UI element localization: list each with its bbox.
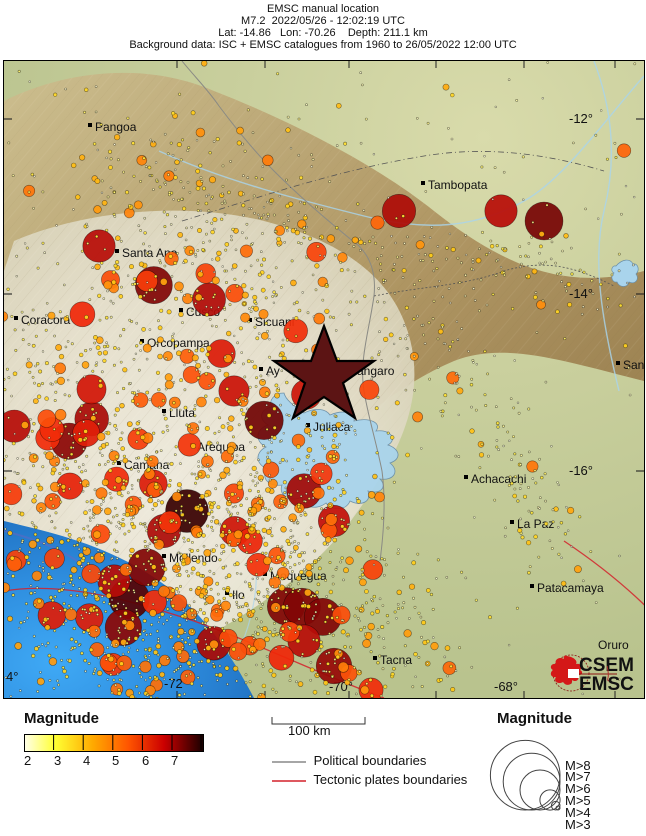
- svg-text:Pangoa: Pangoa: [95, 120, 137, 134]
- svg-text:Juliaca: Juliaca: [313, 420, 351, 434]
- svg-text:-16°: -16°: [569, 463, 593, 478]
- svg-text:La Paz: La Paz: [517, 517, 554, 531]
- svg-text:Tacna: Tacna: [380, 653, 412, 667]
- svg-text:San: San: [623, 358, 644, 372]
- svg-text:Tambopata: Tambopata: [428, 178, 488, 192]
- svg-text:Oruro: Oruro: [598, 638, 629, 652]
- svg-text:4°: 4°: [6, 669, 18, 684]
- svg-text:-12°: -12°: [569, 111, 593, 126]
- svg-text:M>3: M>3: [565, 817, 591, 830]
- svg-text:CSEM: CSEM: [579, 655, 634, 676]
- svg-text:-14°: -14°: [569, 286, 593, 301]
- svg-text:EMSC: EMSC: [579, 674, 634, 695]
- svg-text:Arequipa: Arequipa: [197, 440, 245, 454]
- svg-text:Patacamaya: Patacamaya: [537, 581, 604, 595]
- svg-text:Achacachi: Achacachi: [471, 472, 526, 486]
- svg-text:-68°: -68°: [494, 679, 518, 694]
